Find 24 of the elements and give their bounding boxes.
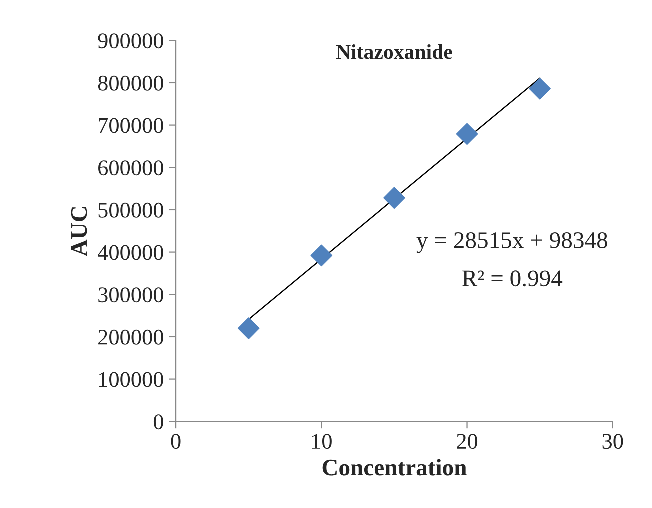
y-tick-label: 900000	[98, 34, 164, 49]
y-tick-label: 800000	[98, 76, 164, 91]
annotation: y = 28515x + 98348	[416, 232, 608, 254]
y-axis-title: AUC	[71, 207, 88, 256]
x-axis-title: Concentration	[322, 459, 467, 476]
y-tick-label: 400000	[98, 245, 164, 260]
y-tick-label: 700000	[99, 118, 164, 134]
y-tick-label: 0	[154, 414, 164, 430]
point	[529, 78, 551, 100]
y-tick-label: 200000	[98, 330, 164, 345]
y-tick-label: 500000	[98, 202, 164, 218]
point	[384, 187, 406, 210]
annotation: R² = 0.994	[462, 270, 563, 287]
x-tick-label: 10	[312, 434, 332, 450]
x-tick-label: 0	[171, 434, 181, 450]
chart-title: Nitazoxanide	[336, 44, 452, 60]
point	[456, 123, 478, 146]
point	[238, 318, 260, 340]
point	[310, 244, 333, 267]
y-tick-label: 600000	[98, 160, 164, 176]
x-tick-label: 20	[457, 434, 478, 450]
x-tick-label: 30	[602, 434, 624, 450]
y-tick-label: 100000	[100, 372, 164, 388]
y-tick-label: 300000	[98, 288, 164, 303]
